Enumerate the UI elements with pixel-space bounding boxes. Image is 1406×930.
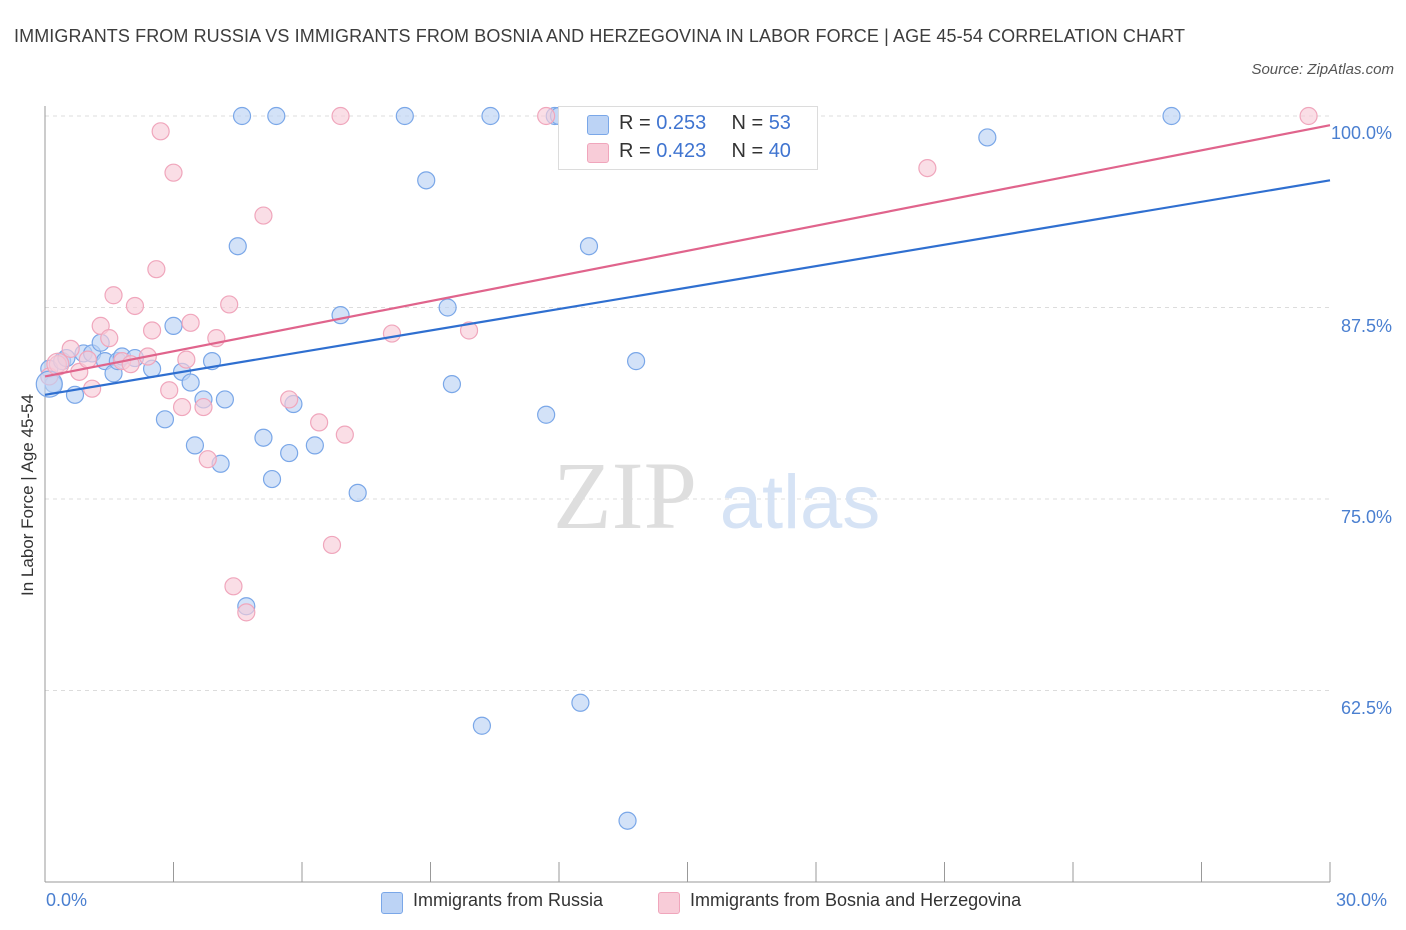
- russia-point-17: [181, 373, 200, 392]
- bosnia-point-15: [151, 122, 170, 141]
- bosnia-point-18: [172, 397, 192, 417]
- russia-point-43: [571, 693, 590, 712]
- russia-point-46: [618, 811, 637, 830]
- russia-point-33: [348, 483, 367, 502]
- bottom-legend-swatch-bosnia: [658, 892, 680, 914]
- watermark-zip: ZIP: [553, 442, 697, 549]
- bottom-legend-bosnia: Immigrants from Bosnia and Herzegovina: [690, 890, 1022, 910]
- stats-legend: R = 0.253 N = 53 R = 0.423 N = 40: [558, 106, 818, 170]
- russia-point-51: [978, 128, 997, 147]
- bosnia-point-7: [100, 329, 119, 348]
- bosnia-point-26: [237, 603, 256, 622]
- bosnia-point-4: [78, 350, 97, 369]
- bosnia-point-22: [198, 450, 217, 469]
- bosnia-point-14: [147, 260, 166, 279]
- legend-row-bosnia: R = 0.423 N = 40: [619, 140, 791, 166]
- bosnia-point-13: [142, 321, 162, 340]
- russia-point-14: [155, 410, 175, 429]
- y-axis-label: In Labor Force | Age 45-54: [18, 394, 37, 596]
- bosnia-point-27: [254, 206, 273, 225]
- axes: [44, 106, 1331, 883]
- legend-row-russia: R = 0.253 N = 53: [619, 112, 791, 138]
- russia-point-40: [537, 405, 556, 424]
- russia-point-39: [481, 106, 500, 126]
- bosnia-point-29: [310, 413, 329, 432]
- bosnia-point-28: [280, 390, 299, 409]
- legend-r-label: R =: [619, 112, 651, 134]
- bosnia-point-35: [537, 106, 556, 126]
- bottom-legend-russia: Immigrants from Russia: [413, 890, 604, 910]
- bosnia-point-24: [220, 295, 239, 314]
- bosnia-point-39: [1299, 106, 1318, 126]
- russia-point-15: [164, 316, 183, 335]
- legend-swatch-russia: [587, 115, 609, 135]
- bosnia-point-16: [160, 381, 179, 400]
- russia-point-47: [626, 352, 646, 371]
- bosnia-point-20: [181, 313, 200, 332]
- source-label: Source: ZipAtlas.com: [1251, 61, 1394, 78]
- russia-point-23: [228, 237, 247, 256]
- chart-title: IMMIGRANTS FROM RUSSIA VS IMMIGRANTS FRO…: [14, 26, 1186, 46]
- watermark: ZIP atlas: [553, 442, 880, 549]
- bosnia-point-25: [224, 577, 243, 596]
- bosnia-cluster-point: [46, 352, 70, 376]
- russia-trend-line: [44, 179, 1331, 396]
- legend-n-value: 53: [768, 112, 791, 134]
- x-tick-max: 30.0%: [1336, 890, 1388, 910]
- legend-r-value: 0.253: [656, 112, 707, 134]
- legend-n-label: N =: [731, 140, 764, 162]
- watermark-atlas: atlas: [720, 460, 881, 545]
- x-tick-min: 0.0%: [46, 890, 88, 910]
- data-points: [35, 106, 1318, 830]
- bosnia-point-11: [125, 296, 145, 316]
- russia-point-22: [215, 390, 234, 409]
- russia-point-28: [267, 106, 286, 126]
- russia-point-34: [395, 106, 414, 126]
- legend-n-value: 40: [768, 140, 791, 162]
- russia-point-37: [442, 375, 462, 394]
- bosnia-point-38: [918, 158, 937, 178]
- russia-point-27: [262, 469, 282, 489]
- legend-r-label: R =: [619, 140, 651, 162]
- bosnia-point-34: [459, 321, 479, 340]
- trend-lines: [44, 124, 1331, 396]
- russia-point-31: [305, 436, 324, 455]
- bosnia-point-8: [104, 286, 123, 305]
- bosnia-point-21: [194, 397, 213, 417]
- bosnia-point-2: [61, 339, 80, 358]
- russia-point-35: [417, 171, 436, 190]
- russia-point-18: [185, 436, 205, 455]
- bosnia-point-33: [382, 324, 402, 343]
- russia-point-24: [232, 106, 252, 126]
- russia-point-36: [438, 298, 457, 317]
- legend-swatch-bosnia: [587, 143, 609, 163]
- y-tick-75: 75.0%: [1340, 507, 1392, 527]
- russia-point-38: [472, 716, 491, 735]
- bosnia-trend-line: [44, 124, 1331, 378]
- legend-n-label: N =: [731, 112, 764, 134]
- y-tick-100: 100.0%: [1330, 123, 1392, 143]
- legend-r-value: 0.423: [656, 140, 707, 162]
- bosnia-point-32: [335, 425, 354, 444]
- y-tick-62-5: 62.5%: [1340, 698, 1392, 718]
- russia-point-29: [280, 443, 299, 463]
- russia-point-26: [254, 428, 273, 447]
- russia-point-32: [331, 306, 350, 325]
- russia-point-52: [1162, 106, 1181, 126]
- y-tick-87-5: 87.5%: [1340, 316, 1392, 336]
- bottom-legend-swatch-russia: [381, 892, 403, 914]
- bosnia-point-30: [322, 535, 342, 555]
- bosnia-point-19: [177, 350, 196, 369]
- bosnia-point-31: [331, 106, 350, 126]
- russia-point-44: [579, 237, 599, 256]
- bosnia-point-17: [164, 163, 183, 182]
